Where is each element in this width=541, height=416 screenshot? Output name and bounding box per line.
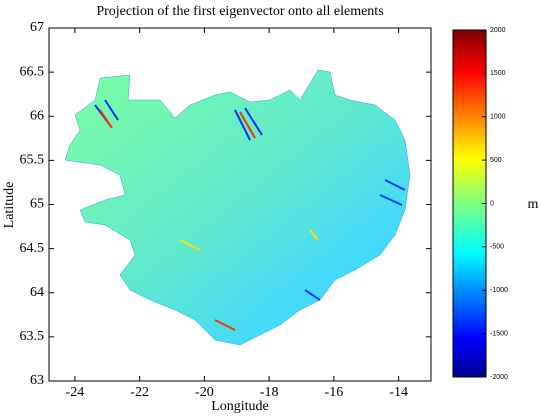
x-tick-label: -20 <box>195 385 214 400</box>
x-axis-label: Longitude <box>211 399 269 414</box>
colorbar <box>452 29 487 378</box>
colorbar-tick-label: 1000 <box>490 114 506 121</box>
colorbar-tick-label: 1500 <box>490 70 506 77</box>
chart-title: Projection of the first eigenvector onto… <box>96 4 383 19</box>
y-tick-label: 63.5 <box>20 329 45 344</box>
colorbar-tick-label: -1000 <box>490 287 508 294</box>
y-tick-label: 65.5 <box>20 153 45 168</box>
x-tick-label: -18 <box>260 385 279 400</box>
colorbar-tick-label: 2000 <box>490 27 506 34</box>
y-tick-label: 64.5 <box>20 241 45 256</box>
x-tick-label: -24 <box>66 385 85 400</box>
map-streaks <box>94 99 406 331</box>
colorbar-tick-label: -500 <box>490 244 504 251</box>
colorbar-tick-label: 500 <box>490 157 502 164</box>
y-tick-label: 64 <box>30 285 44 300</box>
colorbar-tick-label: -1500 <box>490 330 508 337</box>
colorbar-tick-label: -2000 <box>490 374 508 381</box>
x-tick-label: -22 <box>130 385 149 400</box>
y-tick-label: 66 <box>30 108 44 123</box>
y-axis-label: Latitude <box>2 182 17 229</box>
y-tick-label: 66.5 <box>20 64 45 79</box>
x-tick-label: -14 <box>389 385 408 400</box>
y-tick-label: 63 <box>30 373 44 388</box>
colorbar-label: m <box>528 197 539 212</box>
y-tick-label: 67 <box>30 20 44 35</box>
y-tick-label: 65 <box>30 197 44 212</box>
x-tick-label: -16 <box>325 385 344 400</box>
colorbar-tick-label: 0 <box>490 200 494 207</box>
